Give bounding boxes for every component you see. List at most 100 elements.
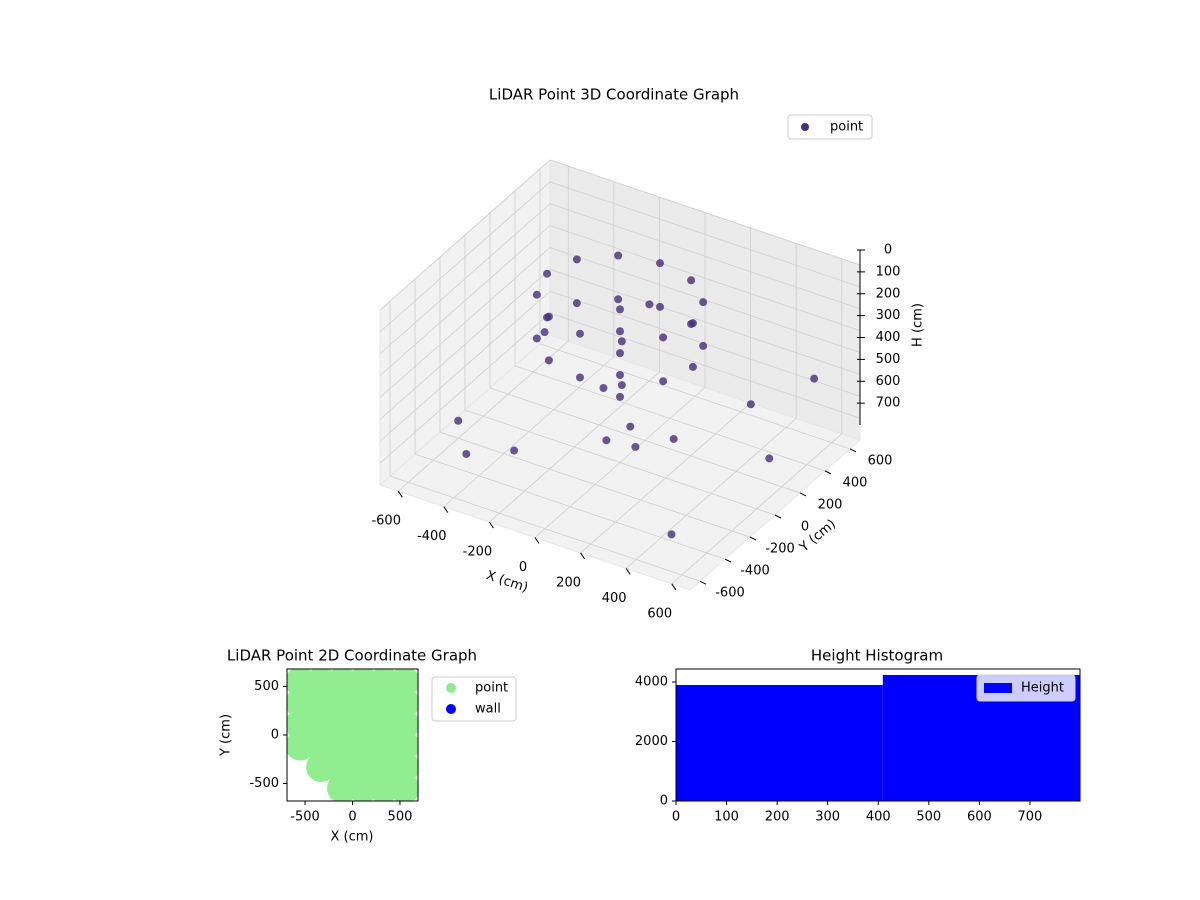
legend-label: point [830,120,863,135]
z-tick-label: 100 [876,264,901,279]
x-tick-label: 200 [556,575,581,590]
tick-mark [749,536,757,541]
x-tick-label: 500 [916,810,941,825]
z-tick-label: 500 [876,352,901,367]
y-tick-label: -400 [740,564,770,579]
tick-mark [724,558,732,563]
point [688,362,697,371]
point [656,302,664,311]
grid-line [379,290,551,442]
grid-line [539,343,851,450]
tick-mark [799,492,807,497]
grid-line [514,365,826,472]
point [368,730,399,761]
point [617,337,626,346]
x-tick-label: 700 [1018,810,1043,825]
x-tick-label: 0 [519,560,527,575]
y-tick-label: 0 [801,520,809,535]
x-tick-label: 200 [765,810,790,825]
point [368,752,399,783]
point [616,371,624,379]
x-tick-label: -600 [371,514,401,529]
grid-line [379,159,551,311]
point [540,328,549,337]
point [576,373,584,382]
grid-line [379,312,551,464]
point [602,436,611,445]
y-tick-label: -600 [715,586,745,601]
legend-label: point [475,681,508,696]
x-tick-label: -200 [463,545,493,560]
point [576,329,584,338]
grid-line [414,453,726,560]
legend-box [787,114,873,140]
x-tick-label: 0 [672,810,680,825]
chart-title: Height Histogram [811,647,943,665]
chart-title: LiDAR Point 2D Coordinate Graph [227,647,477,665]
x-tick-label: 300 [815,810,840,825]
tick-mark [849,448,857,453]
legend-label: wall [475,702,501,717]
x-tick-label: 100 [714,810,739,825]
grid-line [549,312,861,419]
point [572,255,581,264]
y-tick-label: 0 [271,728,279,743]
point [765,454,774,463]
point [645,300,654,309]
point [659,377,668,386]
grid-line [549,225,861,332]
point [327,709,358,740]
point [368,709,399,740]
legend-box [976,674,1076,702]
x-tick-label: -500 [290,810,320,825]
point [626,422,635,431]
y-tick-label: 500 [254,679,279,694]
x-tick-label: 500 [388,810,413,825]
legend-marker [984,683,1012,693]
grid-line [379,247,551,398]
point [306,730,337,761]
point [572,299,581,308]
point [616,305,624,314]
point [631,442,640,451]
grid-line [549,203,861,310]
z-tick-label: 400 [876,330,901,345]
point [389,669,418,697]
point [544,356,553,365]
point [306,709,337,740]
x-tick-label: 0 [348,810,356,825]
grid-line [379,181,551,333]
tick-mark [443,506,449,513]
y-tick-label: 4000 [635,675,668,690]
point [614,295,623,304]
point [699,298,708,307]
point [616,392,624,401]
z-tick-label: 200 [876,286,901,301]
point [667,530,676,539]
legend-label: Height [1021,681,1064,696]
y-tick-label: -200 [765,542,795,557]
grid-line [549,181,861,288]
point [327,752,358,783]
point [810,374,819,383]
y-axis-label: Y (cm) [219,714,234,757]
tick-mark [397,490,403,498]
point [746,400,755,409]
point [659,333,668,342]
y-tick-label: 0 [660,794,668,809]
tick-mark [580,552,586,560]
tick-mark [625,568,631,575]
point [389,730,418,761]
z-axis-label: H (cm) [911,303,926,347]
point [617,381,626,390]
point [616,327,624,336]
z-tick-label: 300 [876,308,901,323]
point [389,687,418,718]
x-tick-label: 600 [967,810,992,825]
y-tick-label: 400 [843,475,868,490]
chart-title: LiDAR Point 3D Coordinate Graph [489,86,739,104]
point [347,730,378,761]
point [614,251,623,260]
x-axis-label: X (cm) [331,830,374,845]
